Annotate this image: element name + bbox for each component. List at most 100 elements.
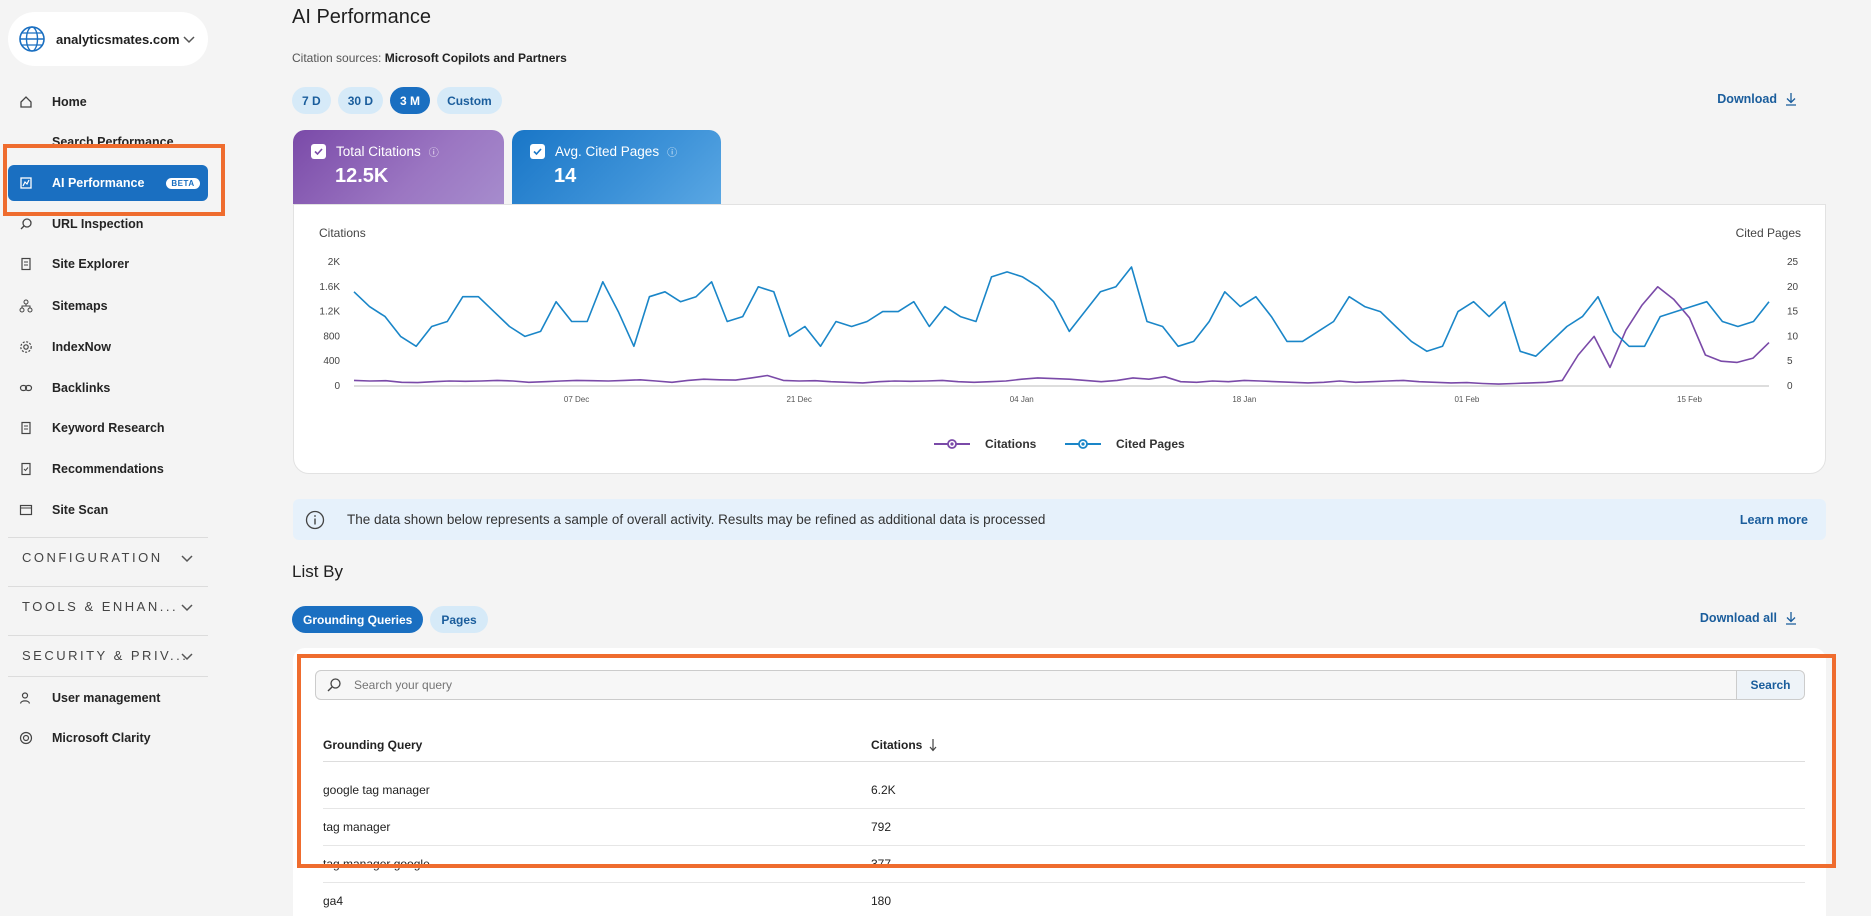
cell-query: ga4 — [323, 894, 344, 908]
list-by-title: List By — [292, 562, 344, 581]
sidebar-item-site-scan[interactable]: Site Scan — [8, 492, 208, 528]
metric-avg-cited-pages[interactable]: Avg. Cited Pages ⓘ 14 — [512, 130, 721, 204]
sitemap-icon — [18, 298, 34, 314]
legend-item-citations[interactable]: Citations — [934, 437, 1037, 451]
info-icon[interactable]: ⓘ — [667, 148, 678, 159]
column-header-citations[interactable]: Citations — [871, 738, 938, 761]
info-icon[interactable]: ⓘ — [428, 148, 439, 159]
section-label: TOOLS & ENHAN... — [22, 599, 179, 614]
chart-legend: Citations Cited Pages — [934, 437, 1185, 451]
cell-citations: 180 — [871, 894, 892, 908]
section-tools-enhancements[interactable]: TOOLS & ENHAN... — [8, 586, 208, 626]
cell-citations: 792 — [871, 820, 892, 834]
sidebar-item-ai-performance[interactable]: AI Performance BETA — [8, 165, 208, 201]
sidebar-item-label: Site Explorer — [52, 257, 130, 271]
y-right-tick-label: 0 — [1787, 381, 1793, 392]
column-header-grounding-query[interactable]: Grounding Query — [323, 738, 423, 752]
sidebar-item-indexnow[interactable]: IndexNow — [8, 329, 208, 365]
sidebar-item-label: Site Scan — [52, 503, 109, 517]
site-selector[interactable]: analyticsmates.com — [8, 12, 208, 66]
checkbox-avg-cited-pages[interactable] — [530, 144, 545, 159]
sidebar-item-keyword-research[interactable]: Keyword Research — [8, 410, 208, 446]
beta-badge: BETA — [166, 177, 200, 189]
chart-icon — [18, 135, 34, 151]
sidebar-item-microsoft-clarity[interactable]: Microsoft Clarity — [8, 720, 208, 756]
legend-item-cited-pages[interactable]: Cited Pages — [1065, 437, 1185, 451]
chevron-down-icon[interactable] — [182, 32, 196, 46]
chevron-down-icon — [181, 653, 193, 661]
table-row[interactable]: ga4 180 — [323, 883, 1805, 916]
range-selector: 7 D 30 D 3 M Custom — [292, 87, 502, 114]
y-left-tick-label: 2K — [328, 257, 341, 268]
user-icon — [18, 690, 34, 706]
download-icon — [1786, 612, 1796, 625]
gear-icon — [18, 339, 34, 355]
tab-grounding-queries[interactable]: Grounding Queries — [292, 606, 424, 633]
column-header-label: Citations — [871, 738, 923, 752]
citation-sources-value: Microsoft Copilots and Partners — [384, 51, 567, 65]
range-7d-button[interactable]: 7 D — [292, 87, 331, 114]
x-tick-label: 18 Jan — [1232, 395, 1256, 404]
home-icon — [18, 94, 34, 110]
legend-label-cited-pages: Cited Pages — [1116, 437, 1185, 451]
download-button[interactable]: Download — [1717, 92, 1797, 106]
sidebar-item-home[interactable]: Home — [8, 84, 208, 120]
metric-total-citations[interactable]: Total Citations ⓘ 12.5K — [293, 130, 504, 204]
section-security-privacy[interactable]: SECURITY & PRIV... — [8, 635, 208, 675]
sidebar-item-label: Microsoft Clarity — [52, 731, 151, 745]
chart-card: Citations Cited Pages 2K 1.6K 1.2K 800 400 0 … — [293, 204, 1826, 474]
y-right-tick-label: 15 — [1787, 307, 1799, 318]
download-all-button[interactable]: Download all — [1700, 611, 1797, 625]
clarity-icon — [18, 730, 34, 746]
metric-value: 14 — [554, 165, 577, 187]
info-icon — [305, 510, 325, 529]
table-header: Grounding Query Citations — [323, 738, 1805, 762]
sidebar-item-label: User management — [52, 691, 161, 705]
sidebar-divider — [8, 676, 208, 677]
learn-more-link[interactable]: Learn more — [1739, 512, 1808, 527]
document-icon — [18, 256, 34, 272]
section-label: SECURITY & PRIV... — [22, 648, 189, 663]
range-custom-button[interactable]: Custom — [437, 87, 502, 114]
download-label: Download — [1717, 92, 1777, 106]
search-button[interactable]: Search — [1736, 671, 1804, 699]
sidebar-item-sitemaps[interactable]: Sitemaps — [8, 288, 208, 324]
x-tick-label: 07 Dec — [564, 395, 589, 404]
x-tick-label: 21 Dec — [786, 395, 811, 404]
range-30d-button[interactable]: 30 D — [337, 87, 384, 114]
section-configuration[interactable]: CONFIGURATION — [8, 537, 208, 577]
sidebar-item-site-explorer[interactable]: Site Explorer — [8, 246, 208, 282]
tab-pages[interactable]: Pages — [430, 606, 488, 633]
x-tick-label: 15 Feb — [1677, 395, 1702, 404]
info-notice: The data shown below represents a sample… — [293, 499, 1826, 540]
sidebar-item-user-management[interactable]: User management — [8, 680, 208, 716]
search-input[interactable] — [354, 678, 1534, 692]
sidebar-item-label: Search Performance — [52, 135, 174, 149]
y-left-tick-label: 1.2K — [319, 307, 340, 318]
x-tick-label: 04 Jan — [1010, 395, 1034, 404]
cell-citations: 6.2K — [871, 783, 896, 797]
sidebar-item-backlinks[interactable]: Backlinks — [8, 370, 208, 406]
table-row[interactable]: tag manager google 377 — [323, 846, 1805, 883]
sidebar-item-label: Keyword Research — [52, 421, 165, 435]
cell-query: google tag manager — [323, 783, 430, 797]
table-row[interactable]: tag manager 792 — [323, 809, 1805, 846]
search-icon — [327, 678, 341, 692]
sidebar-item-label: Home — [52, 95, 87, 109]
sidebar-item-search-performance[interactable]: Search Performance — [8, 125, 208, 153]
y-left-tick-label: 0 — [334, 381, 340, 392]
y-right-tick-label: 5 — [1787, 356, 1793, 367]
notice-text: The data shown below represents a sample… — [347, 512, 1046, 527]
table-row[interactable]: google tag manager 6.2K — [323, 772, 1805, 809]
sidebar-item-recommendations[interactable]: Recommendations — [8, 451, 208, 487]
sidebar-item-url-inspection[interactable]: URL Inspection — [8, 206, 208, 242]
citation-sources-label: Citation sources: — [292, 51, 382, 65]
metric-value: 12.5K — [335, 165, 389, 187]
ai-icon — [18, 175, 34, 191]
chevron-down-icon — [181, 555, 193, 563]
y-left-axis-title: Citations — [319, 226, 366, 240]
chevron-down-icon — [181, 604, 193, 612]
checkbox-total-citations[interactable] — [311, 144, 326, 159]
cell-query: tag manager google — [323, 857, 430, 871]
range-3m-button[interactable]: 3 M — [390, 87, 431, 114]
